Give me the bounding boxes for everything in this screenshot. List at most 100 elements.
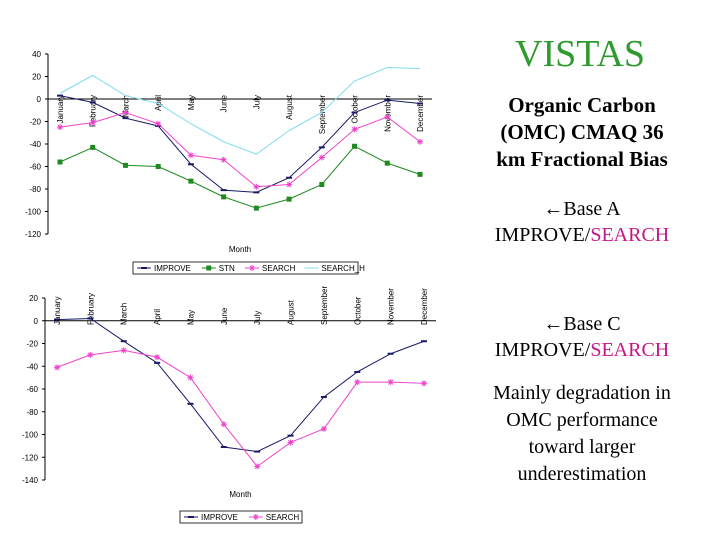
- x-axis-title: Month: [229, 490, 251, 499]
- legend-box: [179, 510, 303, 524]
- y-tick-label: -120: [22, 453, 39, 462]
- month-label: September: [320, 286, 329, 325]
- y-tick-label: -40: [29, 140, 41, 149]
- y-tick-label: -40: [26, 362, 38, 371]
- left-arrow-icon: ←: [543, 313, 564, 335]
- y-tick-label: -60: [26, 385, 38, 394]
- data-point: [287, 439, 294, 446]
- month-label: April: [153, 309, 162, 325]
- legend-label: SEARCH: [262, 264, 296, 273]
- month-label: May: [186, 310, 195, 325]
- series-search: [54, 347, 427, 470]
- month-label: December: [416, 95, 425, 132]
- y-tick-label: 0: [37, 95, 42, 104]
- case-a-label: ←Base A IMPROVE/SEARCH: [462, 196, 702, 248]
- subtitle-line: Organic Carbon: [508, 93, 656, 117]
- case-a-title: Base A: [563, 198, 621, 220]
- series-line: [59, 111, 421, 188]
- data-point: [155, 120, 162, 127]
- month-label: August: [285, 94, 294, 120]
- series-line: [56, 317, 425, 453]
- month-label: November: [383, 95, 392, 132]
- y-tick-label: -100: [22, 431, 39, 440]
- note-line: underestimation: [517, 463, 647, 485]
- left-arrow-icon: ←: [543, 198, 564, 220]
- legend-label: IMPROVE: [154, 264, 191, 273]
- month-label: December: [420, 288, 429, 325]
- series-line: [59, 95, 421, 193]
- y-tick-label: -60: [29, 163, 41, 172]
- data-point: [318, 154, 325, 161]
- case-a-search: SEARCH: [590, 224, 670, 246]
- data-point: [286, 181, 293, 188]
- data-point: [421, 380, 427, 387]
- legend-label: SEARCH: [266, 513, 300, 522]
- data-point: [286, 196, 292, 202]
- series-improve: [57, 94, 423, 194]
- y-tick-label: -80: [26, 408, 38, 417]
- y-tick-label: -140: [22, 476, 39, 485]
- data-point: [253, 183, 260, 190]
- note-line: OMC performance: [506, 409, 658, 431]
- note-line: Mainly degradation in: [493, 382, 671, 404]
- data-point: [254, 463, 261, 470]
- y-tick-label: -80: [29, 185, 41, 194]
- data-point: [90, 144, 96, 150]
- y-tick-label: 0: [34, 317, 39, 326]
- legend: IMPROVE SEARCH: [179, 510, 303, 524]
- series-stn: [57, 143, 423, 211]
- data-point: [320, 425, 327, 432]
- subtitle-line: km Fractional Bias: [496, 147, 668, 171]
- month-label: July: [253, 311, 262, 325]
- month-label: July: [252, 95, 261, 109]
- month-label: February: [86, 293, 95, 325]
- month-label: March: [121, 95, 130, 117]
- data-point: [417, 138, 423, 145]
- series-line: [56, 349, 425, 468]
- data-point: [221, 194, 227, 200]
- data-point: [387, 379, 394, 386]
- data-point: [384, 114, 391, 120]
- data-point: [54, 364, 60, 371]
- y-tick-label: 20: [32, 73, 41, 82]
- y-tick-label: 20: [29, 294, 38, 303]
- y-tick-label: -20: [26, 340, 38, 349]
- data-point: [352, 143, 358, 149]
- data-point: [384, 160, 390, 166]
- data-point: [122, 162, 128, 168]
- data-point: [351, 126, 358, 133]
- legend: IMPROVE STN SEARCH SEARCH_H: [132, 261, 365, 275]
- data-point: [417, 171, 423, 177]
- data-point: [120, 347, 127, 354]
- data-point: [122, 109, 129, 116]
- data-point: [154, 354, 161, 361]
- data-point: [57, 124, 63, 131]
- legend-marker: [252, 514, 259, 520]
- data-point: [319, 182, 325, 187]
- series-line: [59, 145, 421, 209]
- month-label: January: [53, 297, 62, 325]
- legend-marker: [206, 265, 212, 271]
- series-line: [59, 66, 421, 155]
- note-line: toward larger: [528, 436, 636, 458]
- month-label: May: [187, 95, 196, 110]
- month-label: March: [120, 303, 129, 325]
- data-point: [253, 205, 259, 211]
- case-c-label: ←Base C IMPROVE/SEARCH: [462, 311, 702, 363]
- month-label: April: [154, 95, 163, 111]
- month-label: November: [387, 288, 396, 325]
- month-label: June: [220, 94, 229, 112]
- data-point: [57, 159, 63, 165]
- series-improve: [54, 317, 427, 453]
- legend-marker: [249, 265, 255, 271]
- legend-label: STN: [219, 264, 235, 273]
- data-point: [187, 152, 194, 159]
- legend-label: SEARCH_H: [321, 264, 365, 273]
- data-point: [89, 119, 96, 126]
- case-c-title: Base C: [563, 313, 621, 335]
- chart-base-c: 20 0 -20 -40 -60 -80 -100 -120 -140 January Februa…: [22, 286, 436, 524]
- month-label: October: [351, 95, 360, 124]
- y-tick-label: 40: [32, 50, 41, 59]
- chart-base-a: 40 20 0 -20 -40 -60 -80 -100 -120 January February…: [25, 50, 432, 275]
- data-point: [87, 351, 94, 358]
